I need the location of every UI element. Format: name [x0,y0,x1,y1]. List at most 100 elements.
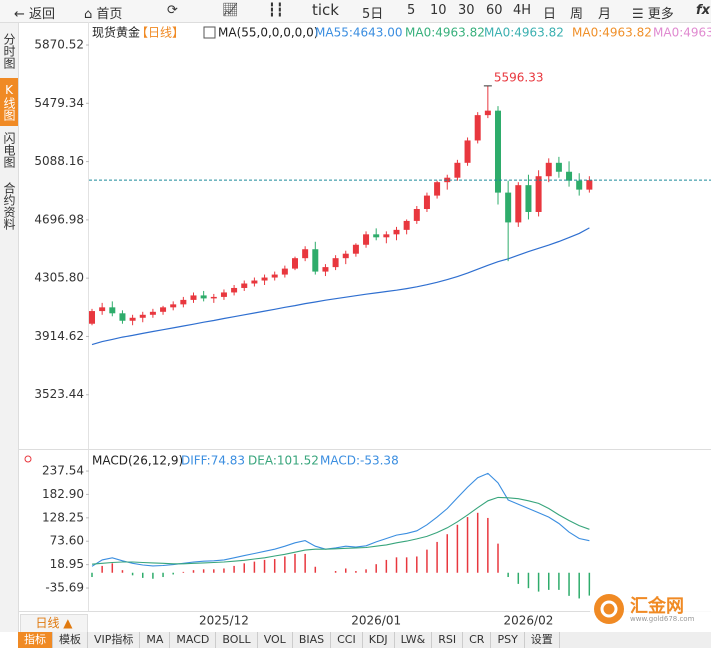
indicator-tab[interactable]: PSY [491,632,525,648]
candle-body [251,280,258,284]
indicator-tab[interactable]: BOLL [216,632,258,648]
period-button[interactable]: 60 [486,3,503,18]
period-button[interactable]: 4H [513,3,532,18]
candle-body [515,185,522,223]
back-label: 返回 [29,7,56,22]
candle-body [170,304,177,308]
candle-body [505,192,512,223]
indicator-tab[interactable]: LW& [395,632,433,648]
indicator-tab[interactable]: VOL [258,632,293,648]
y-tick-label: 3914.62 [34,329,84,343]
home-button[interactable]: ⌂ 首页 [84,7,123,22]
macd-line [91,472,590,567]
candle-body [373,234,380,238]
candle-body [210,296,217,299]
legend-entry: MA0:4963.82 [653,26,711,40]
indicator-tab[interactable]: KDJ [363,632,395,648]
legend-entry: DIFF:74.83 [181,454,245,468]
period-button[interactable]: 日线 ▲ [20,614,88,633]
indicator-tab[interactable]: 指标 [18,632,53,648]
period-button[interactable]: 5日 [362,7,384,22]
candle-body [403,220,410,230]
sidebar-tab[interactable]: K线图 [0,78,18,126]
x-tick-label: 2026/01 [351,614,401,628]
indicator-tab[interactable]: VIP指标 [88,632,141,648]
x-tick-label: 2026/02 [504,614,554,628]
candle-body [434,182,441,196]
candle-body [149,311,156,315]
candle-body [332,258,339,268]
candle-body [241,283,248,288]
candle-body [484,110,491,116]
candle-body [200,295,207,299]
y-tick-label: -35.69 [45,581,84,595]
candle-body [393,229,400,235]
sidebar-tab[interactable]: 合约资料 [2,182,16,230]
candle-body [444,177,451,183]
max-label: 5596.33 [494,70,544,84]
candle-body [271,274,278,278]
logo-icon [594,594,624,624]
indicator-tab[interactable]: MACD [170,632,217,648]
period-button[interactable]: 30 [458,3,475,18]
home-label: 首页 [96,7,123,22]
indicator-tab[interactable]: 设置 [525,632,560,648]
candle-body [576,180,583,190]
candle-body [566,171,573,181]
y-tick-label: 5870.52 [34,38,84,52]
candle-body [231,287,238,293]
fx-button[interactable]: fx [696,3,711,18]
period-button[interactable]: 5 [407,3,416,18]
more-label: 更多 [647,7,674,22]
logo-name: 汇金网 [630,596,684,617]
legend-entry: MA0:4963.82 [572,26,652,40]
candle-body [312,249,319,272]
period-button[interactable]: tick [312,1,339,19]
x-tick-label: 2025/12 [199,614,249,628]
candle-body [363,234,370,245]
period-button[interactable]: 周 [570,7,584,22]
candle-body [261,277,268,281]
indicator-tab[interactable]: BIAS [293,632,332,648]
candle-body [352,244,359,254]
period-button[interactable]: 月 [598,7,612,22]
candle-body [423,195,430,209]
sidebar-tab[interactable]: 闪电图 [2,132,16,168]
logo: 汇金网 www.gold678.com [590,590,711,628]
y-tick-label: 5479.34 [34,96,84,110]
more-button[interactable]: ☰ 更多 [632,7,674,22]
y-tick-label: 128.25 [42,510,84,524]
indicator-tab[interactable]: CR [463,632,492,648]
candle-body [281,268,288,275]
candle-body [525,185,532,212]
legend-entry: MA0:4963.82 [405,26,485,40]
refresh-button[interactable]: ⟳ [167,3,178,18]
indicator-button[interactable]: ┇┇ [268,3,284,18]
period-button[interactable]: 10 [430,3,447,18]
indicator-tab[interactable]: CCI [331,632,363,648]
period-label: 【日线】 [136,26,184,40]
period-button[interactable]: 日 [543,7,557,22]
candle-body [413,208,420,221]
indicator-tab[interactable]: MA [140,632,171,648]
logo-url: www.gold678.com [630,615,695,623]
candle-body [545,162,552,177]
indicator-tab[interactable]: 模板 [53,632,88,648]
macd-title: MACD(26,12,9) [92,454,183,468]
y-tick-label: 182.90 [42,487,84,501]
candle-body [342,253,349,259]
back-button[interactable]: ← 返回 [14,7,56,22]
y-tick-label: 237.54 [42,464,84,478]
y-tick-label: 5088.16 [34,154,84,168]
y-tick-label: 18.95 [50,557,84,571]
sidebar: 分时图 K线图闪电图合约资料 [0,23,19,632]
ma-line [91,227,590,346]
legend-entry: MACD:-53.38 [320,454,399,468]
sidebar-tab[interactable]: 分时图 [2,33,16,69]
chart-title: 现货黄金 [92,25,140,40]
y-tick-label: 4696.98 [34,212,84,226]
chart-type-button[interactable]: 📈︎ [222,3,239,18]
indicator-tab[interactable]: RSI [432,632,464,648]
candle-body [220,292,227,297]
